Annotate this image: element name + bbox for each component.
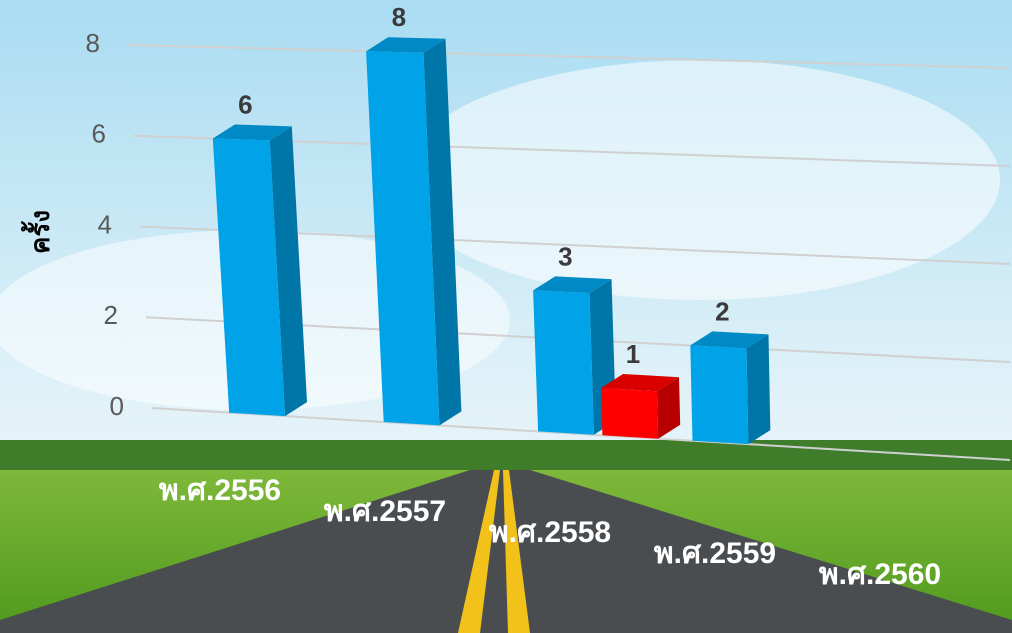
bar-group <box>213 125 307 417</box>
bar-group <box>601 374 680 439</box>
chart: ครั้ง 0 2 4 6 8 พ.ศ.2556 พ.ศ.2557 พ.ศ.2558 พ.ศ.2… <box>0 0 1012 633</box>
bar <box>533 290 594 434</box>
x-tick-label: พ.ศ.2558 <box>489 516 611 549</box>
y-tick-label: 4 <box>98 209 112 239</box>
x-tick-label: พ.ศ.2557 <box>324 495 446 528</box>
x-tick-label: พ.ศ.2559 <box>654 537 776 570</box>
x-tick-label: พ.ศ.2556 <box>159 474 281 507</box>
bar <box>690 345 748 444</box>
bar-group <box>690 331 770 444</box>
y-axis-label: ครั้ง <box>20 210 55 254</box>
value-label: 3 <box>558 241 572 271</box>
bar <box>601 388 658 439</box>
value-label: 1 <box>626 339 640 369</box>
y-tick-label: 0 <box>110 391 124 421</box>
value-label: 2 <box>715 296 729 326</box>
page: ครั้ง 0 2 4 6 8 พ.ศ.2556 พ.ศ.2557 พ.ศ.2558 พ.ศ.2… <box>0 0 1012 633</box>
y-tick-label: 8 <box>86 28 100 58</box>
bar-side <box>747 334 771 444</box>
y-tick-label: 6 <box>92 119 106 149</box>
x-tick-label: พ.ศ.2560 <box>819 558 941 591</box>
value-label: 6 <box>238 89 252 119</box>
value-label: 8 <box>392 2 406 32</box>
y-tick-label: 2 <box>104 300 118 330</box>
